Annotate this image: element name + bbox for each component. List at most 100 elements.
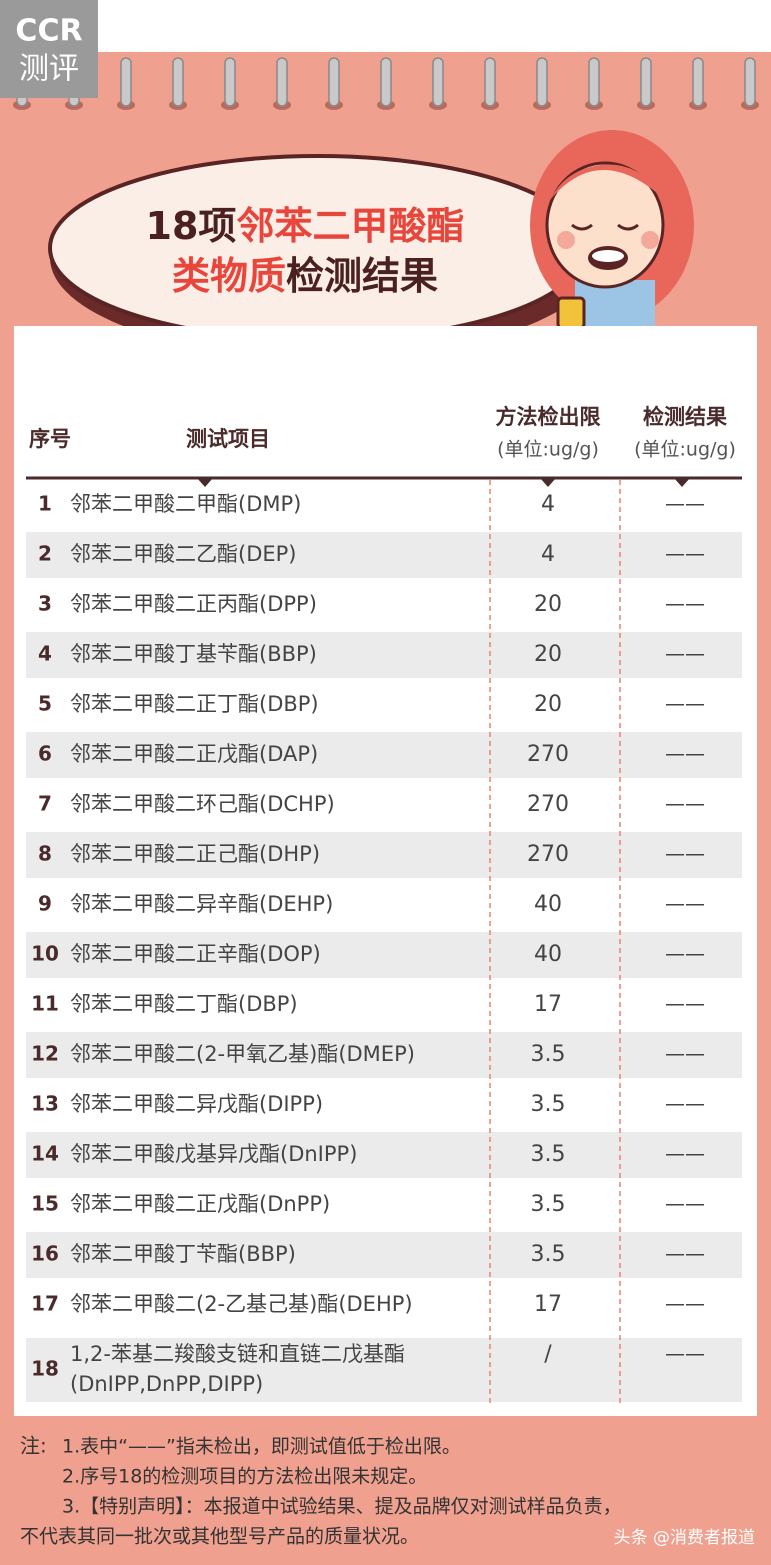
row-result: —— [665, 492, 705, 516]
row-name: 邻苯二甲酸二正戊酯(DnPP) [70, 1192, 330, 1216]
header-no: 序号 [29, 427, 71, 451]
note-line: 3.【特别声明】：本报道中试验结果、提及品牌仅对测试样品负责， [62, 1496, 622, 1518]
note-line: 2.序号18的检测项目的方法检出限未规定。 [62, 1466, 427, 1488]
row-result: —— [665, 1142, 705, 1166]
row-band [26, 1232, 742, 1278]
ring [172, 57, 184, 107]
ring [640, 57, 652, 107]
row-result: —— [665, 1042, 705, 1066]
logo-bottom: 测评 [19, 52, 79, 87]
row-result: —— [665, 942, 705, 966]
row-limit: 3.5 [531, 1192, 566, 1217]
row-number: 10 [31, 942, 59, 966]
row-result: —— [665, 1192, 705, 1216]
row-number: 12 [31, 1042, 59, 1066]
header-result-unit: (单位:ug/g) [634, 439, 736, 461]
row-limit: 40 [534, 892, 562, 917]
ring [588, 57, 600, 107]
row-band [26, 632, 742, 678]
row-name: 邻苯二甲酸二异戊酯(DIPP) [70, 1092, 323, 1116]
ring [328, 57, 340, 107]
row-band [26, 1132, 742, 1178]
row-limit: 3.5 [531, 1142, 566, 1167]
row-limit: 17 [534, 992, 562, 1017]
row-number: 17 [31, 1292, 59, 1316]
row-name: 邻苯二甲酸戊基异戊酯(DnIPP) [70, 1142, 357, 1166]
ring [432, 57, 444, 107]
ring [484, 57, 496, 107]
row-limit: 20 [534, 642, 562, 667]
row-band [26, 932, 742, 978]
row-result: —— [665, 1242, 705, 1266]
row-number: 13 [31, 1092, 59, 1116]
logo-top: CCR [15, 14, 82, 49]
row-result: —— [665, 792, 705, 816]
notes-label: 注: [20, 1434, 47, 1458]
row-result: —— [665, 1092, 705, 1116]
ring [224, 57, 236, 107]
row-name: 邻苯二甲酸二正己酯(DHP) [70, 842, 320, 866]
note-line: 不代表其同一批次或其他型号产品的质量状况。 [20, 1526, 419, 1548]
row-number: 5 [38, 692, 52, 716]
row-name: 邻苯二甲酸二正丁酯(DBP) [70, 692, 319, 716]
row-number: 4 [38, 642, 52, 666]
row-result: —— [665, 692, 705, 716]
row-limit: 4 [541, 492, 555, 517]
row-name: 邻苯二甲酸二异辛酯(DEHP) [70, 892, 333, 916]
title-line2: 类物质检测结果 [172, 254, 438, 298]
header-item: 测试项目 [186, 427, 270, 451]
column-marker [197, 478, 213, 487]
row-limit: 270 [527, 742, 569, 767]
row-name: 邻苯二甲酸二甲酯(DMP) [70, 492, 301, 516]
logo-box [0, 0, 98, 98]
row-band [26, 1338, 742, 1402]
row-number: 18 [31, 1357, 59, 1381]
row-name: 邻苯二甲酸二丁酯(DBP) [70, 992, 298, 1016]
header-result: 检测结果 [643, 405, 727, 429]
row-name: 邻苯二甲酸二正戊酯(DAP) [70, 742, 318, 766]
row-result: —— [665, 842, 705, 866]
row-result: —— [665, 742, 705, 766]
row-number: 14 [31, 1142, 59, 1166]
row-name: 邻苯二甲酸二(2-甲氧乙基)酯(DMEP) [70, 1042, 415, 1066]
note-line: 1.表中“——”指未检出，即测试值低于检出限。 [62, 1436, 461, 1458]
row-number: 11 [31, 992, 59, 1016]
row-limit: 3.5 [531, 1242, 566, 1267]
row-number: 2 [38, 542, 52, 566]
row-limit: / [544, 1342, 552, 1367]
row-result: —— [665, 642, 705, 666]
row-number: 7 [38, 792, 52, 816]
row-result: —— [665, 892, 705, 916]
row-number: 16 [31, 1242, 59, 1266]
row-band [26, 1032, 742, 1078]
column-marker [674, 478, 690, 487]
ring [380, 57, 392, 107]
row-limit: 40 [534, 942, 562, 967]
row-name: 邻苯二甲酸丁苄酯(BBP) [70, 1242, 296, 1266]
row-result: —— [665, 992, 705, 1016]
row-name: 1,2-苯基二羧酸支链和直链二戊基酯 [70, 1342, 405, 1366]
row-name: 邻苯二甲酸丁基苄酯(BBP) [70, 642, 317, 666]
row-limit: 17 [534, 1292, 562, 1317]
row-name: (DnIPP,DnPP,DIPP) [70, 1372, 263, 1396]
table: 序号 测试项目 方法检出限 (单位:ug/g) 检测结果 (单位:ug/g) 1 邻苯二甲酸二… [26, 405, 742, 1404]
row-name: 邻苯二甲酸二正丙酯(DPP) [70, 592, 317, 616]
row-number: 6 [38, 742, 52, 766]
row-limit: 3.5 [531, 1042, 566, 1067]
row-name: 邻苯二甲酸二(2-乙基己基)酯(DEHP) [70, 1292, 413, 1316]
bubble [48, 154, 588, 342]
character [530, 130, 694, 340]
row-band [26, 732, 742, 778]
row-number: 1 [38, 492, 52, 516]
top-band [0, 0, 771, 52]
row-name: 邻苯二甲酸二乙酯(DEP) [70, 542, 297, 566]
row-number: 3 [38, 592, 52, 616]
row-number: 15 [31, 1192, 59, 1216]
ring [536, 57, 548, 107]
row-limit: 270 [527, 792, 569, 817]
row-limit: 3.5 [531, 1092, 566, 1117]
ring [120, 57, 132, 107]
row-number: 8 [38, 842, 52, 866]
